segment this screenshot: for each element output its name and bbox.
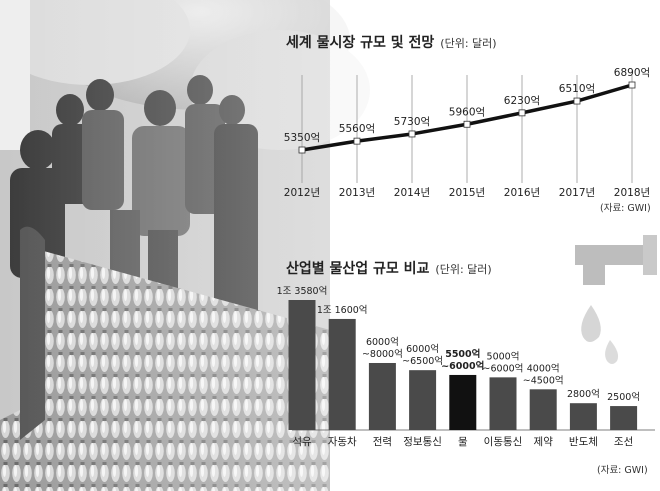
data-label: ~6000억 xyxy=(483,362,524,374)
data-point xyxy=(353,137,361,145)
x-tick-label: 전력 xyxy=(373,436,392,448)
data-point xyxy=(518,109,526,117)
x-tick-label: 조선 xyxy=(614,436,633,448)
data-label: ~8000억 xyxy=(362,348,403,360)
data-label: 5960억 xyxy=(449,106,485,118)
x-tick-label: 물 xyxy=(458,436,468,448)
data-label: 6890억 xyxy=(614,67,650,79)
data-label: 5730억 xyxy=(394,116,430,128)
water-tap-icon xyxy=(575,235,657,364)
data-label: 6000억 xyxy=(406,343,439,355)
data-label: ~6000억 xyxy=(441,360,484,372)
data-point xyxy=(408,130,416,138)
x-tick-label: 제약 xyxy=(534,436,554,448)
x-tick-label: 반도체 xyxy=(569,436,598,448)
bar xyxy=(409,370,437,430)
x-tick-label: 2018년 xyxy=(614,187,650,199)
line-chart-source: (자료: GWI) xyxy=(600,203,651,214)
bar-chart-unit: (단위: 달러) xyxy=(435,263,492,276)
x-tick-label: 석유 xyxy=(292,436,312,448)
data-point xyxy=(463,120,471,128)
data-label: 1조 3580억 xyxy=(277,285,328,297)
x-tick-label: 정보통신 xyxy=(403,436,442,448)
bar-chart-source: (자료: GWI) xyxy=(597,465,648,476)
x-tick-label: 2013년 xyxy=(339,187,375,199)
data-label: 4000억 xyxy=(527,362,560,374)
data-point xyxy=(628,81,636,89)
data-label: 5000억 xyxy=(487,350,520,362)
data-label: 5500억 xyxy=(445,348,480,360)
data-point xyxy=(298,146,306,154)
x-tick-label: 2017년 xyxy=(559,187,595,199)
data-label: 5560억 xyxy=(339,123,375,135)
x-tick-label: 이동통신 xyxy=(484,436,523,448)
data-label: 6510억 xyxy=(559,83,595,95)
data-label: 2500억 xyxy=(607,391,640,403)
bar xyxy=(569,403,597,430)
data-label: 2800억 xyxy=(567,388,600,400)
line-chart-unit: (단위: 달러) xyxy=(440,37,497,50)
line-chart-title: 세계 물시장 규모 및 전망 (단위: 달러) xyxy=(286,35,497,51)
line-chart: 5350억 2012년 5560억 2013년 5730억 2014년 5960억 2015년… xyxy=(284,67,650,199)
bar xyxy=(449,374,477,430)
data-label: 5350억 xyxy=(284,132,320,144)
data-point xyxy=(573,97,581,105)
data-label: ~6500억 xyxy=(402,355,443,367)
bar xyxy=(328,318,356,430)
bar xyxy=(610,406,638,430)
data-label: ~4500억 xyxy=(523,374,564,386)
x-tick-label: 2014년 xyxy=(394,187,430,199)
x-tick-label: 2015년 xyxy=(449,187,485,199)
x-tick-label: 자동차 xyxy=(328,436,357,448)
data-label: 1조 1600억 xyxy=(317,304,368,316)
bar xyxy=(529,389,557,430)
data-label: 6000억 xyxy=(366,336,399,348)
bar-chart-title: 산업별 물산업 규모 비교 (단위: 달러) xyxy=(286,261,492,277)
bar xyxy=(368,362,396,430)
x-tick-label: 2016년 xyxy=(504,187,540,199)
bar xyxy=(288,300,316,430)
x-tick-label: 2012년 xyxy=(284,187,320,199)
bar xyxy=(489,377,517,430)
data-label: 6230억 xyxy=(504,95,540,107)
